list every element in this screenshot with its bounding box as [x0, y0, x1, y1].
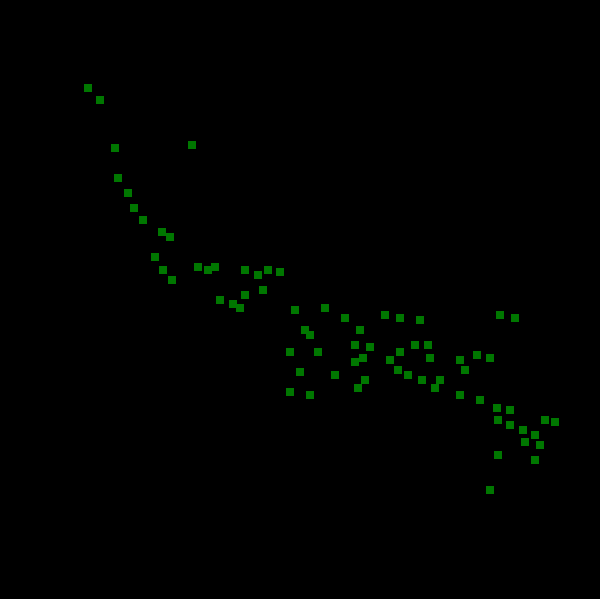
Point	[505, 405, 515, 415]
Point	[275, 267, 285, 277]
Point	[415, 315, 425, 325]
Point	[410, 340, 420, 350]
Point	[240, 265, 250, 275]
Point	[530, 455, 540, 465]
Point	[305, 330, 315, 340]
Point	[228, 300, 238, 309]
Point	[235, 303, 245, 313]
Point	[360, 375, 370, 385]
Point	[158, 265, 168, 275]
Point	[455, 355, 465, 365]
Point	[365, 342, 375, 352]
Point	[240, 290, 250, 300]
Point	[129, 203, 139, 213]
Point	[263, 265, 273, 275]
Point	[505, 420, 515, 430]
Point	[83, 83, 93, 93]
Point	[493, 450, 503, 460]
Point	[518, 425, 528, 435]
Point	[435, 375, 445, 385]
Point	[520, 437, 530, 447]
Point	[350, 340, 360, 350]
Point	[423, 340, 433, 350]
Point	[510, 313, 520, 323]
Point	[157, 227, 167, 237]
Point	[253, 270, 263, 280]
Point	[340, 313, 350, 323]
Point	[295, 367, 305, 377]
Point	[138, 215, 148, 225]
Point	[472, 350, 482, 360]
Point	[110, 143, 120, 153]
Point	[393, 365, 403, 375]
Point	[187, 140, 197, 150]
Point	[258, 285, 268, 295]
Point	[290, 305, 300, 315]
Point	[540, 415, 550, 425]
Point	[495, 310, 505, 320]
Point	[150, 252, 160, 262]
Point	[395, 347, 405, 357]
Point	[113, 173, 123, 183]
Point	[493, 415, 503, 425]
Point	[535, 440, 545, 450]
Point	[300, 325, 310, 335]
Point	[215, 295, 225, 305]
Point	[350, 357, 360, 367]
Point	[425, 353, 435, 363]
Point	[285, 387, 295, 397]
Point	[167, 275, 177, 285]
Point	[385, 355, 395, 365]
Point	[475, 395, 485, 405]
Point	[417, 375, 427, 385]
Point	[430, 383, 440, 393]
Point	[550, 418, 560, 427]
Point	[285, 347, 295, 357]
Point	[193, 262, 203, 272]
Point	[492, 403, 502, 413]
Point	[305, 390, 315, 400]
Point	[95, 95, 105, 105]
Point	[123, 188, 133, 198]
Point	[530, 430, 540, 440]
Point	[455, 390, 465, 400]
Point	[403, 370, 413, 380]
Point	[320, 303, 330, 313]
Point	[380, 310, 390, 320]
Point	[485, 485, 495, 495]
Point	[313, 347, 323, 357]
Point	[210, 262, 220, 272]
Point	[330, 370, 340, 380]
Point	[355, 325, 365, 335]
Point	[395, 313, 405, 323]
Point	[358, 353, 368, 363]
Point	[460, 365, 470, 375]
Point	[485, 353, 495, 363]
Point	[353, 383, 363, 393]
Point	[165, 232, 175, 242]
Point	[203, 265, 213, 275]
